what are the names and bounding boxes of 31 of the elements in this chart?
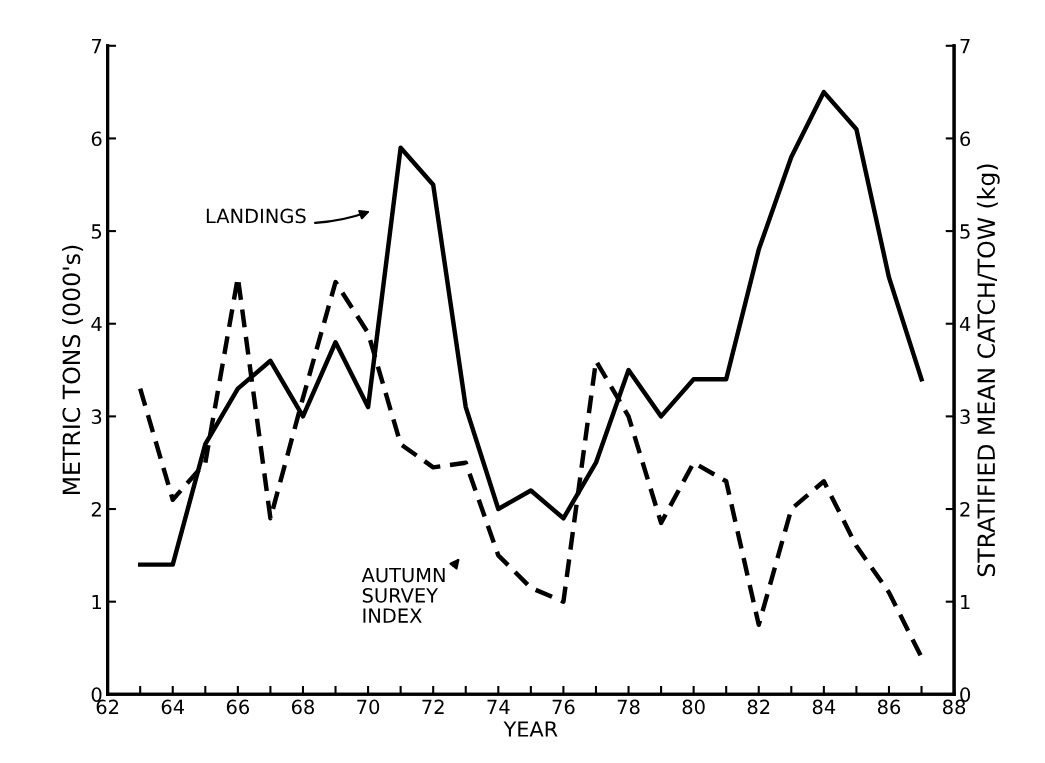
y2-tick-label: 3	[960, 409, 970, 425]
x-tick-label: 66	[226, 699, 249, 715]
x-tick-label: 80	[682, 699, 705, 715]
y2-tick-label: 4	[959, 316, 971, 332]
x-tick-label: 86	[877, 699, 901, 715]
y-tick-label: 2	[91, 501, 101, 517]
y-tick-label: 6	[91, 131, 102, 147]
x-tick-label: 76	[552, 699, 575, 715]
y-tick-label: 7	[92, 38, 102, 54]
x-tick-label: 68	[291, 699, 315, 715]
x-tick-label: 82	[747, 699, 770, 715]
y2-tick-label: 7	[960, 38, 970, 54]
y2-tick-label: 5	[960, 224, 970, 239]
y2-tick-label: 1	[961, 594, 970, 610]
annotation: AUTUMN SURVEY INDEX	[361, 567, 445, 623]
y2-tick-label: 6	[960, 131, 971, 147]
x-tick-label: 64	[161, 699, 185, 715]
annotation: LANDINGS	[206, 208, 306, 224]
y-tick-label: 3	[91, 409, 102, 425]
y-tick-label: 5	[91, 224, 102, 239]
y-axis-title: METRIC TONS (000's)	[62, 245, 84, 494]
x-axis-title: YEAR	[503, 721, 558, 737]
y2-tick-label: 2	[960, 501, 970, 517]
x-tick-label: 84	[812, 699, 836, 715]
y-tick-label: 1	[92, 594, 101, 610]
y-tick-label: 4	[91, 316, 102, 332]
x-tick-label: 74	[487, 699, 510, 714]
x-tick-label: 70	[357, 699, 380, 715]
y2-axis-title: STRATIFIED MEAN CATCH/TOW (kg)	[976, 164, 1000, 577]
x-tick-label: 78	[617, 699, 640, 715]
x-tick-label: 72	[422, 699, 444, 714]
